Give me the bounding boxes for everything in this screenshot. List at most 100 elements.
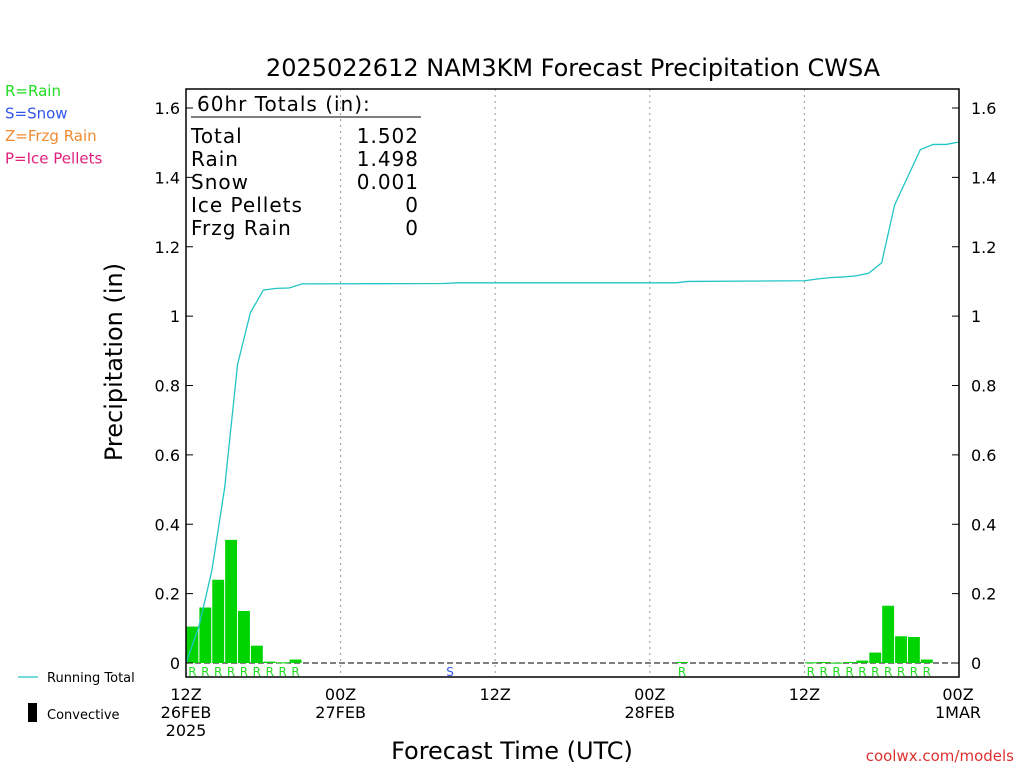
ptype-marker: R [227,665,235,679]
ptype-marker: R [845,665,853,679]
y-tick-label-left: 1 [170,307,180,326]
bars [186,539,933,664]
totals-row-value: 1.502 [357,124,419,148]
convective-legend-label: Convective [47,708,120,723]
precip-bar [676,661,688,663]
totals-row-value: 0.001 [357,170,419,194]
precip-bar [250,645,263,663]
totals-header: 60hr Totals (in): [197,92,371,116]
y-tick-label-left: 0.4 [155,515,180,534]
ptype-marker: R [910,665,918,679]
chart-title: 2025022612 NAM3KM Forecast Precipitation… [266,54,881,82]
precip-bar [276,662,289,664]
y-tick-label-right: 0 [971,654,981,673]
y-tick-label-left: 1.4 [155,168,180,187]
convective-legend-swatch [28,703,37,722]
ptype-marker: R [897,665,905,679]
plot-frame [185,88,960,678]
ptype-marker: R [291,665,299,679]
precip-bar [212,579,225,663]
ptype-marker: R [807,665,815,679]
x-tick-label: 00Z [942,685,973,704]
legends: R=Rain S=Snow Z=Frzg Rain P=Ice Pellets Runn… [5,82,135,723]
ptype-marker: R [240,665,248,679]
y-tick-label-left: 1.2 [155,238,180,257]
y-tick-label-left: 0.6 [155,446,180,465]
totals-row-value: 1.498 [357,147,419,171]
totals-row-value: 0 [405,216,419,240]
y-tick-label-right: 1 [971,307,981,326]
grid-lines [186,89,959,677]
ptype-marker: R [253,665,261,679]
ptype-marker: R [188,665,196,679]
running-total-line [185,141,960,664]
ptype-legend-item: Z=Frzg Rain [5,127,97,145]
totals-row-value: 0 [405,193,419,217]
running-total-legend-label: Running Total [47,671,135,686]
ptype-marker: R [884,665,892,679]
ptype-legend-item: P=Ice Pellets [5,150,102,168]
x-tick-label: 00Z [325,685,356,704]
ptype-marker: R [858,665,866,679]
precip-bar [804,662,817,664]
ptype-legend-item: R=Rain [5,82,61,100]
ptype-legend-item: S=Snow [5,105,68,123]
totals-box: 60hr Totals (in): Total 1.502 Rain 1.498 Snow… [190,92,421,240]
precip-bar [199,607,212,663]
y-tick-label-left: 0 [170,654,180,673]
y-tick-label-right: 0.8 [971,377,996,396]
ptype-marker: R [871,665,879,679]
totals-row-label: Ice Pellets [191,193,303,217]
precip-bar [856,660,869,663]
x-axis-label: Forecast Time (UTC) [391,737,633,765]
precip-bar [289,659,302,663]
precip-bar [225,539,238,663]
ptype-marker: R [278,665,286,679]
x-tick-label: 28FEB [624,703,675,722]
x-tick-label: 27FEB [315,703,366,722]
ptype-marker: R [214,665,222,679]
ptype-marker: R [266,665,274,679]
precip-bar [238,610,250,663]
y-tick-label-right: 1.6 [971,99,996,118]
precip-bar [830,662,843,664]
precip-bar [920,659,933,663]
totals-row-label: Frzg Rain [191,216,292,240]
precip-bar [263,661,276,663]
precip-bar [843,661,856,663]
x-tick-label: 1MAR [935,703,981,722]
y-tick-label-right: 1.2 [971,238,996,257]
precip-bar [882,605,895,663]
x-tick-label: 12Z [789,685,820,704]
y-tick-label-right: 0.6 [971,446,996,465]
x-tick-label: 12Z [480,685,511,704]
precip-bar [869,652,882,663]
totals-row-label: Snow [191,170,249,194]
ptype-marker: R [832,665,840,679]
credit-text: coolwx.com/models [866,747,1014,765]
x-tick-label: 00Z [634,685,665,704]
ptype-marker: S [446,665,454,679]
precip-bar [907,636,920,663]
precip-bar [817,661,830,663]
ptype-marker: R [923,665,931,679]
precip-bar [895,636,907,663]
y-axis-label: Precipitation (in) [100,263,128,461]
x-tick-label: 2025 [166,721,207,740]
y-tick-label-left: 0.2 [155,585,180,604]
totals-row-label: Total [190,124,243,148]
x-tick-label: 12Z [170,685,201,704]
x-tick-label: 26FEB [161,703,212,722]
y-tick-label-right: 0.2 [971,585,996,604]
y-tick-label-left: 0.8 [155,377,180,396]
running-total-series [185,141,960,664]
ptype-marker: R [820,665,828,679]
y-tick-label-right: 0.4 [971,515,996,534]
ptype-marker: R [678,665,686,679]
y-tick-label-right: 1.4 [971,168,996,187]
totals-row-label: Rain [191,147,239,171]
ptype-marker: R [201,665,209,679]
y-tick-label-left: 1.6 [155,99,180,118]
